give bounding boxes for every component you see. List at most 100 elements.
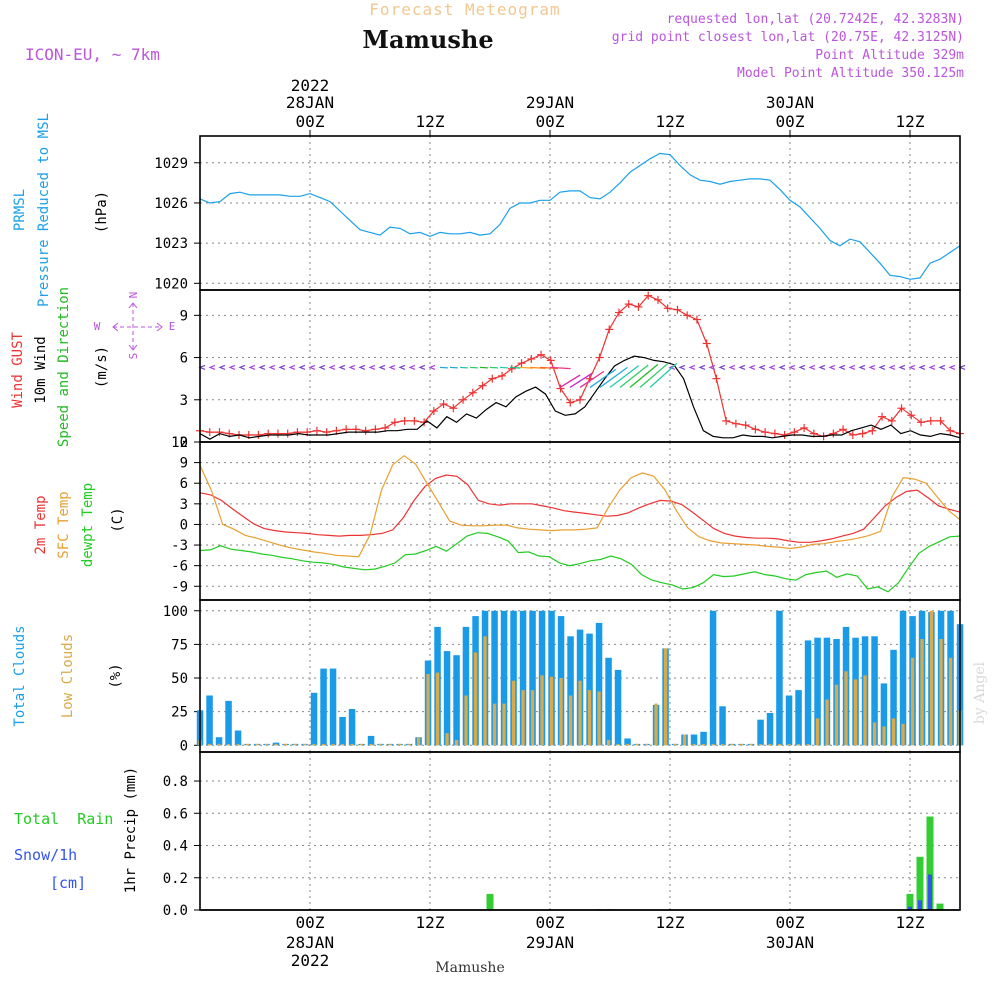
clouds-unit: (%) <box>108 663 124 688</box>
top-time-label: 00Z <box>776 112 805 131</box>
top-time-label: 12Z <box>896 112 925 131</box>
total-clouds-bar <box>757 720 764 746</box>
total-clouds-bar <box>225 701 232 745</box>
snow-bar <box>928 875 932 911</box>
low-clouds-bar <box>331 744 334 745</box>
wind-arrow-icon <box>360 365 365 369</box>
total-clouds-bar <box>710 611 717 746</box>
low-clouds-bar <box>654 704 657 746</box>
wind-arrow-icon <box>430 365 435 369</box>
compass-east: E <box>169 320 176 333</box>
wind-arrow-icon <box>750 365 755 369</box>
low-clouds-bar <box>550 677 553 746</box>
compass-south: S <box>127 353 140 360</box>
wind-arrow-icon <box>410 365 415 369</box>
gust-marker <box>401 417 409 425</box>
y-tick-label: 75 <box>171 637 188 653</box>
total-clouds-bar <box>615 670 622 745</box>
y-tick-label: 100 <box>163 604 188 620</box>
model-altitude: Model Point Altitude 350.125m <box>737 66 964 81</box>
wind-arrow-icon <box>880 365 885 369</box>
snow-unit-label: [cm] <box>50 874 86 892</box>
low-clouds-bar <box>588 690 591 745</box>
y-tick-label: 1029 <box>154 156 188 172</box>
wind-arrow-icon <box>240 365 245 369</box>
watermark: by Angel <box>972 661 988 724</box>
gust-marker <box>547 356 555 364</box>
wind-arrow-icon <box>210 365 215 369</box>
low-clouds-bar <box>759 744 762 745</box>
temperature-side-labels: 2m Temp SFC Temp dewpt Temp (C) <box>33 483 126 567</box>
low-clouds-bar <box>778 744 781 745</box>
gust-marker <box>313 427 321 435</box>
footer-location: Mamushe <box>435 960 504 976</box>
low-clouds-bar <box>341 744 344 745</box>
low-clouds-bar <box>607 740 610 745</box>
total-clouds-label: Total Clouds <box>12 625 28 726</box>
low-clouds-bar <box>683 735 686 746</box>
bottom-time-label: 00Z <box>296 913 325 932</box>
low-clouds-bar <box>597 692 600 746</box>
low-clouds-bar <box>626 744 629 745</box>
model-label: ICON-EU, ~ 7km <box>25 45 160 64</box>
gust-marker <box>518 359 526 367</box>
y-tick-label: 1020 <box>154 276 188 292</box>
low-clouds-bar <box>293 744 296 745</box>
y-tick-label: 9 <box>180 308 188 324</box>
bottom-time-label: 2022 <box>291 951 330 970</box>
low-clouds-bar <box>388 744 391 745</box>
low-clouds-bar <box>312 744 315 745</box>
total-clouds-bar <box>786 696 793 746</box>
top-time-label: 30JAN <box>766 93 814 112</box>
wind-arrow-icon <box>890 365 895 369</box>
wind-arrow-icon <box>940 365 945 369</box>
wind-arrow-icon <box>320 365 325 369</box>
wind-arrow-icon <box>740 365 745 369</box>
y-tick-label: -3 <box>171 538 188 554</box>
low-clouds-bar <box>236 744 239 745</box>
total-clouds-bar <box>795 690 802 745</box>
low-clouds-bar <box>787 744 790 745</box>
y-tick-label: 3 <box>180 497 188 513</box>
low-clouds-bar <box>616 744 619 745</box>
y-tick-label: -9 <box>171 579 188 595</box>
low-clouds-bar <box>768 744 771 745</box>
y-tick-label: 0 <box>180 517 188 533</box>
wind-arrow-icon <box>690 365 695 369</box>
pressure-frame <box>200 136 960 290</box>
gust-marker <box>693 316 701 324</box>
wind-arrow-icon <box>830 365 835 369</box>
low-clouds-bar <box>322 744 325 745</box>
low-clouds-bar <box>578 681 581 746</box>
gust-marker <box>362 427 370 435</box>
wind-arrow-icon <box>840 365 845 369</box>
gust-marker <box>849 431 857 439</box>
precip-panel: 0.00.20.40.60.8 <box>163 752 960 919</box>
wind-arrow-icon <box>420 365 425 369</box>
wind-arrow-icon <box>310 365 315 369</box>
total-clouds-bar <box>605 658 612 745</box>
rain-bar <box>487 894 494 910</box>
y-tick-label: 0.4 <box>163 839 188 855</box>
low-clouds-bar <box>939 639 942 745</box>
bottom-time-label: 12Z <box>416 913 445 932</box>
requested-coords: requested lon,lat (20.7242E, 42.3283N) <box>667 12 964 27</box>
wind-arrow-icon <box>850 365 855 369</box>
wind-arrow-icon <box>930 365 935 369</box>
low-clouds-bar <box>540 675 543 745</box>
temp-2m-label: 2m Temp <box>33 495 49 554</box>
top-time-label: 00Z <box>296 112 325 131</box>
gust-marker <box>206 428 214 436</box>
wind-arrow-icon <box>260 365 265 369</box>
wind-arrow-icon <box>870 365 875 369</box>
bottom-time-label: 00Z <box>776 913 805 932</box>
location-title: Mamushe <box>362 25 493 54</box>
point-altitude: Point Altitude 329m <box>815 48 964 63</box>
top-time-label: 12Z <box>416 112 445 131</box>
gust-marker <box>683 311 691 319</box>
precip-side-labels: Total Rain Snow/1h [cm] 1hr Precip (mm) <box>14 767 139 893</box>
gust-marker <box>878 413 886 421</box>
